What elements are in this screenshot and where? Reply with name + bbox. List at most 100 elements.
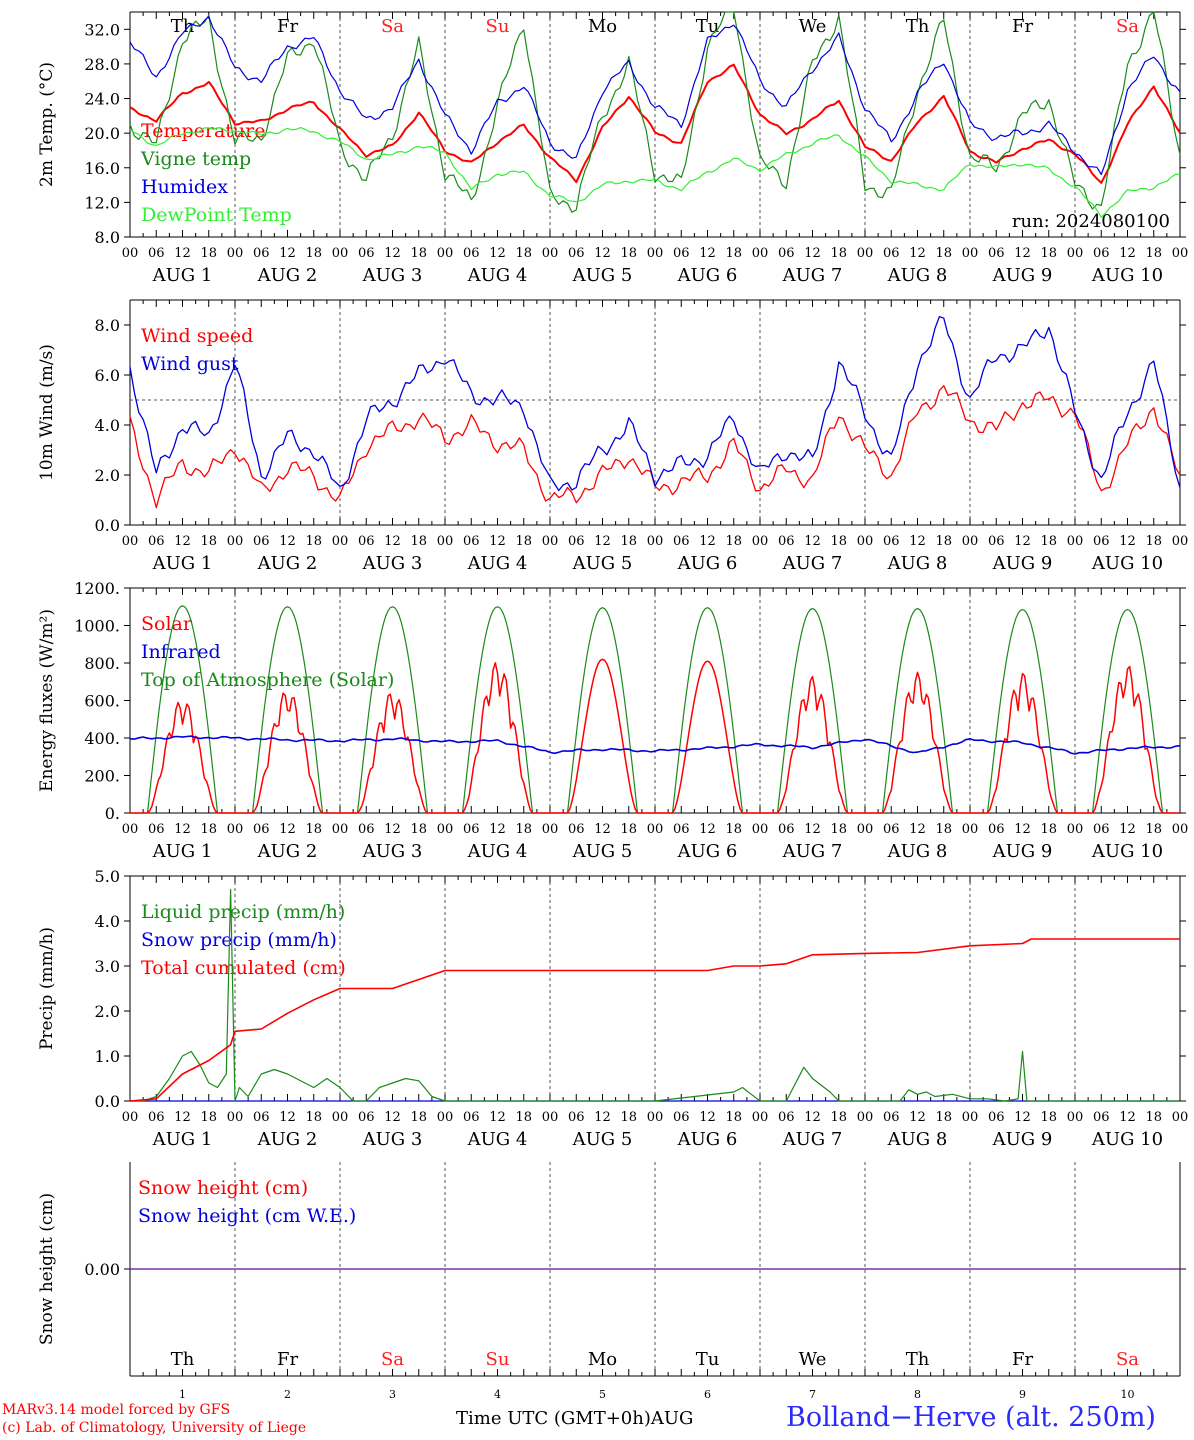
x-date-label: AUG 2: [257, 841, 318, 862]
x-hour-label: 18: [725, 1110, 742, 1125]
weekday-label: We: [799, 16, 827, 37]
weekday-label: Su: [486, 16, 510, 37]
x-hour-label: 12: [384, 1110, 401, 1125]
y-tick-label: 8.0: [95, 228, 120, 247]
x-date-label: AUG 1: [152, 1129, 213, 1150]
x-hour-label: 12: [594, 534, 611, 549]
x-hour-label: 06: [988, 534, 1005, 549]
y-tick-label: 1.0: [95, 1047, 120, 1066]
y-tick-label: 24.0: [84, 90, 120, 109]
x-date-label: AUG 8: [887, 841, 948, 862]
x-hour-label: 00: [1172, 822, 1189, 837]
x-hour-label: 06: [568, 246, 585, 261]
x-hour-label: 18: [1040, 822, 1057, 837]
series-infrared: [129, 735, 1181, 755]
x-hour-label: 06: [1093, 534, 1110, 549]
legend-humidex: Humidex: [141, 176, 228, 198]
x-hour-label: 18: [935, 534, 952, 549]
y-tick-label: 12.0: [84, 193, 120, 212]
x-hour-label: 06: [988, 246, 1005, 261]
x-hour-label: 18: [200, 246, 217, 261]
x-hour-label: 00: [227, 822, 244, 837]
y-tick-label: 16.0: [84, 159, 120, 178]
x-hour-label: 06: [148, 1110, 165, 1125]
x-hour-label: 00: [437, 822, 454, 837]
x-date-label: AUG 1: [152, 553, 213, 574]
x-hour-label: 18: [620, 822, 637, 837]
x-hour-label: 12: [1014, 534, 1031, 549]
x-hour-label: 18: [620, 1110, 637, 1125]
x-date-label: AUG 9: [992, 553, 1053, 574]
series-liquid-precip-mm-h-: [130, 888, 1180, 1102]
x-hour-label: 18: [1145, 1110, 1162, 1125]
x-hour-label: 06: [463, 1110, 480, 1125]
x-hour-label: 00: [227, 1110, 244, 1125]
x-hour-label: 06: [463, 822, 480, 837]
y-tick-label: 0.0: [95, 1092, 120, 1111]
legend-snow-precip-mm-h-: Snow precip (mm/h): [141, 929, 337, 951]
x-date-label: AUG 4: [467, 553, 528, 574]
series-total-cumulated-cm-: [129, 938, 1180, 1102]
x-hour-label: 06: [568, 534, 585, 549]
x-hour-label: 06: [463, 534, 480, 549]
x-hour-label: 00: [962, 822, 979, 837]
x-hour-label: 00: [1067, 822, 1084, 837]
y-axis-title: 2m Temp. (°C): [37, 62, 57, 187]
weekday-label: Mo: [588, 1349, 617, 1370]
weekday-label: Sa: [381, 16, 404, 37]
panel-1: 8.0 12.0 16.0 20.0 24.0 28.0 32.0 2m Temp. (°C)…: [37, 11, 1188, 286]
x-hour-label: 06: [988, 822, 1005, 837]
x-hour-label: 00: [1172, 534, 1189, 549]
x-hour-label: 18: [620, 534, 637, 549]
x-hour-label: 00: [332, 246, 349, 261]
weekday-label: Th: [171, 16, 195, 37]
y-tick-label: 32.0: [84, 20, 120, 39]
weekday-label: Th: [906, 1349, 930, 1370]
panel-3: 0. 200. 400. 600. 800. 1000. 1200. Energy fluxe…: [37, 579, 1188, 862]
weekday-label: Tu: [696, 1349, 720, 1370]
x-date-label: AUG 4: [467, 841, 528, 862]
x-hour-label: 06: [883, 822, 900, 837]
x-hour-label: 18: [200, 1110, 217, 1125]
y-tick-label: 400.: [84, 729, 120, 748]
x-hour-label: 00: [1067, 1110, 1084, 1125]
x-hour-label: 12: [279, 534, 296, 549]
x-date-label: AUG 7: [782, 265, 843, 286]
x-hour-label: 00: [857, 534, 874, 549]
legend-dewpoint-temp: DewPoint Temp: [141, 204, 292, 226]
y-axis-title: Precip (mm/h): [37, 927, 57, 1050]
x-date-label: AUG 10: [1091, 841, 1163, 862]
x-hour-label: 00: [122, 246, 139, 261]
y-tick-label: 4.0: [95, 912, 120, 931]
series-temperature: [129, 63, 1181, 184]
x-hour-label: 12: [804, 1110, 821, 1125]
x-hour-label: 18: [935, 1110, 952, 1125]
day-number-label: 1: [179, 1388, 186, 1401]
x-hour-label: 06: [568, 1110, 585, 1125]
y-tick-label: 0.: [105, 804, 120, 823]
weekday-label: Sa: [1116, 16, 1139, 37]
x-hour-label: 06: [358, 246, 375, 261]
x-date-label: AUG 9: [992, 1129, 1053, 1150]
station-label: Bolland−Herve (alt. 250m): [786, 1402, 1156, 1433]
day-number-label: 3: [389, 1388, 396, 1401]
x-hour-label: 00: [227, 246, 244, 261]
x-hour-label: 06: [778, 534, 795, 549]
x-hour-label: 12: [384, 246, 401, 261]
x-hour-label: 12: [1014, 246, 1031, 261]
y-tick-label: 8.0: [95, 316, 120, 335]
x-hour-label: 12: [174, 246, 191, 261]
x-hour-label: 00: [962, 246, 979, 261]
x-hour-label: 12: [489, 822, 506, 837]
x-hour-label: 18: [1040, 1110, 1057, 1125]
y-tick-label: 5.0: [95, 867, 120, 886]
x-hour-label: 12: [804, 822, 821, 837]
x-date-label: AUG 8: [887, 265, 948, 286]
x-hour-label: 18: [935, 822, 952, 837]
weekday-label: Tu: [696, 16, 720, 37]
y-tick-label: 28.0: [84, 55, 120, 74]
x-hour-label: 06: [253, 822, 270, 837]
x-hour-label: 12: [909, 1110, 926, 1125]
x-hour-label: 12: [384, 822, 401, 837]
